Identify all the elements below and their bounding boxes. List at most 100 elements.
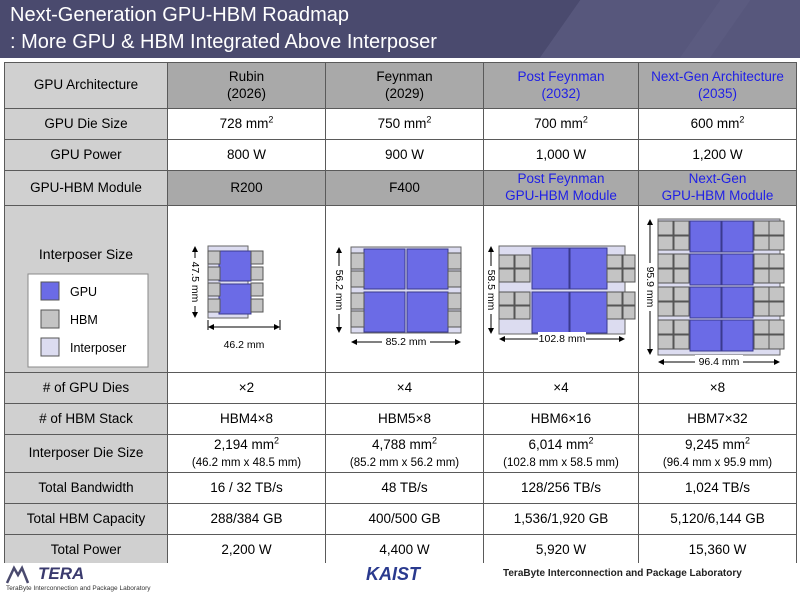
die-size-cell: 750 mm2: [325, 108, 484, 140]
arch-name: Post Feynman: [517, 68, 605, 84]
gpu-die: [363, 248, 405, 289]
gpu-die: [721, 319, 753, 351]
interposer-diagram-rubin: 47.5 mm 46.2 mm: [188, 245, 280, 351]
gpu-dies-cell: ×2: [167, 372, 326, 404]
unit-sup: 2: [588, 435, 594, 446]
lab-small-text: TeraByte Interconnection and Package Lab…: [6, 585, 151, 592]
hbm-stack: [768, 286, 784, 301]
row-gpu-die-size: GPU Die Size 728 mm2 750 mm2 700 mm2 600…: [4, 108, 797, 140]
hbm-stack: [657, 334, 673, 349]
hbm-stack: [606, 305, 622, 319]
bandwidth-cell: 16 / 32 TB/s: [167, 472, 326, 504]
hbm-stack: [753, 220, 769, 235]
capacity-cell: 5,120/6,144 GB: [638, 503, 797, 535]
hbm-stack: [622, 254, 635, 268]
hbm-stack: [673, 268, 689, 283]
interposer-swatch-icon: [40, 337, 59, 356]
dimension-label-bg: [537, 331, 586, 346]
unit-sup: 2: [745, 435, 751, 446]
hbm-stack: [250, 298, 263, 312]
unit-sup: 2: [432, 435, 438, 446]
legend-hbm-label: HBM: [70, 313, 98, 327]
diagram-cell-rubin: 47.5 mm 46.2 mm: [167, 205, 326, 373]
arrow-head-icon: [207, 323, 214, 330]
dims: (102.8 mm x 58.5 mm): [503, 456, 619, 469]
hbm-stack: [753, 235, 769, 250]
interposer-die-cell: 9,245 mm2 (96.4 mm x 95.9 mm): [638, 434, 797, 473]
arrow-head-icon: [618, 335, 625, 342]
arrow-head-icon: [773, 358, 780, 365]
arrow-head-icon: [498, 335, 505, 342]
hbm-stack: [768, 301, 784, 316]
dims: (85.2 mm x 56.2 mm): [349, 456, 460, 469]
hbm-stack: [753, 301, 769, 316]
hbm-stack: [768, 253, 784, 268]
unit-sup: 2: [739, 114, 745, 125]
hbm-stack: [768, 319, 784, 334]
height-label: 47.5 mm: [189, 261, 201, 302]
hbm-stack: [657, 268, 673, 283]
row-total-power: Total Power 2,200 W 4,400 W 5,920 W 15,3…: [4, 534, 797, 566]
arch-name: Rubin: [228, 68, 265, 84]
hbm-stack: [250, 282, 263, 296]
gpu-die: [406, 248, 448, 289]
arrow-head-icon: [657, 358, 664, 365]
interposer-die-cell: 2,194 mm2 (46.2 mm x 48.5 mm): [167, 434, 326, 473]
interposer-diagram-next-gen: 95.9 mm 96.4 mm: [643, 218, 784, 369]
gpu-die: [721, 286, 753, 318]
dimension-label-bg: [694, 354, 743, 369]
gpu-die: [531, 247, 569, 289]
hbm-stack: [753, 319, 769, 334]
unit-sup: 2: [426, 114, 432, 125]
die-size-cell: 600 mm2: [638, 108, 797, 140]
bandwidth-cell: 1,024 TB/s: [638, 472, 797, 504]
value: 750 mm: [377, 115, 427, 131]
hbm-stack: [207, 282, 220, 296]
height-label: 56.2 mm: [333, 269, 345, 310]
hbm-stack-cell: HBM4×8: [167, 403, 326, 435]
value: 9,245 mm: [684, 436, 745, 452]
gpu-die: [218, 283, 251, 314]
arrow-head-icon: [646, 218, 653, 225]
unit-sup: 2: [274, 435, 280, 446]
gpu-die: [689, 220, 721, 252]
module-line1: Post Feynman: [517, 171, 605, 187]
hbm-stack: [753, 286, 769, 301]
row-label: # of GPU Dies: [4, 372, 168, 404]
slide-title-line2: : More GPU & HBM Integrated Above Interp…: [10, 31, 437, 53]
hbm-stack: [498, 254, 514, 268]
hbm-stack: [447, 270, 461, 287]
row-gpu-power: GPU Power 800 W 900 W 1,000 W 1,200 W: [4, 139, 797, 171]
hbm-stack: [768, 235, 784, 250]
hbm-stack: [207, 250, 220, 264]
arch-header-next-gen: Next-Gen Architecture (2035): [638, 62, 797, 109]
row-label: # of HBM Stack: [4, 403, 168, 435]
gpu-dies-cell: ×8: [638, 372, 797, 404]
hbm-stack: [622, 268, 635, 282]
hbm-stack: [498, 305, 514, 319]
footer: TERA TeraByte Interconnection and Packag…: [0, 563, 800, 600]
module-cell: F400: [325, 170, 484, 206]
hbm-stack: [657, 286, 673, 301]
interposer-label-cell: Interposer Size GPU HBM Interposer: [4, 205, 168, 373]
total-power-cell: 5,920 W: [483, 534, 639, 566]
module-line2: GPU-HBM Module: [661, 188, 774, 203]
arch-year: (2029): [384, 85, 425, 101]
interposer-die-cell: 6,014 mm2 (102.8 mm x 58.5 mm): [483, 434, 639, 473]
dimension-label-bg: [484, 265, 497, 314]
title-bar: Next-Generation GPU-HBM Roadmap : More G…: [0, 0, 800, 58]
hbm-stack: [250, 266, 263, 280]
gpu-power-cell: 900 W: [325, 139, 484, 171]
hbm-stack: [753, 253, 769, 268]
gpu-die: [689, 286, 721, 318]
row-interposer-size: Interposer Size GPU HBM Interposer 47.5 …: [4, 205, 797, 373]
hbm-stack-cell: HBM5×8: [325, 403, 484, 435]
hbm-stack: [514, 291, 530, 305]
arch-year: (2026): [226, 85, 267, 101]
hbm-stack: [768, 334, 784, 349]
hbm-stack: [753, 268, 769, 283]
total-power-cell: 2,200 W: [167, 534, 326, 566]
hbm-stack: [673, 334, 689, 349]
dimension-label-bg: [332, 265, 345, 314]
value: 700 mm: [534, 115, 583, 131]
